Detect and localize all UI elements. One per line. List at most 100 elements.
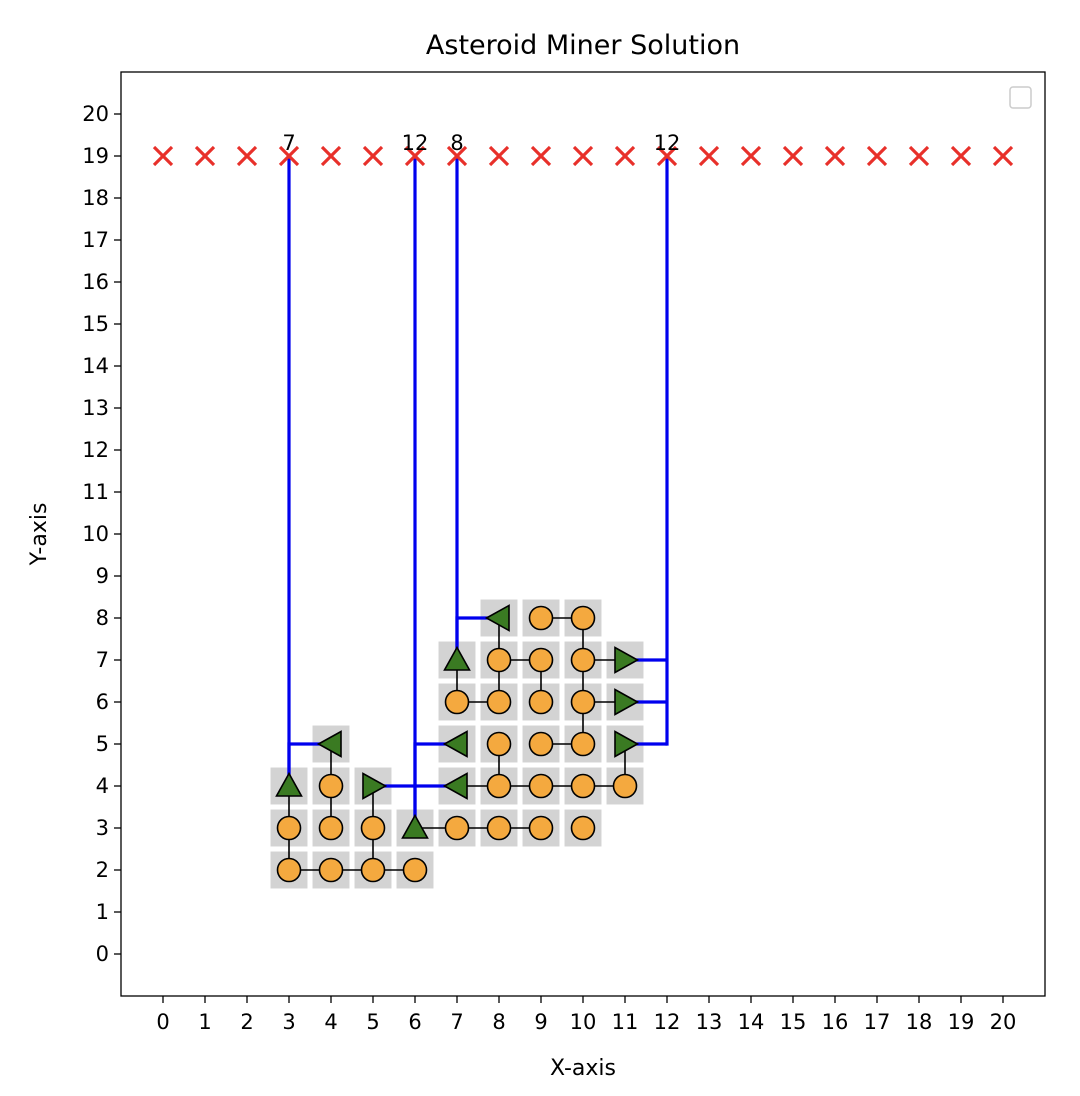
exit-marker [782, 145, 804, 167]
y-tick-label: 3 [96, 816, 109, 840]
exit-marker-stroke [278, 145, 300, 167]
asteroid-point [528, 815, 554, 841]
asteroid-point [528, 773, 554, 799]
asteroid-point [444, 689, 470, 715]
x-tick-label: 10 [570, 1010, 597, 1034]
asteroid-point [570, 605, 596, 631]
asteroid-point [486, 647, 512, 673]
asteroid-point [360, 815, 386, 841]
asteroids-layer [276, 605, 638, 883]
exits-layer [152, 145, 1014, 167]
exit-marker [362, 145, 384, 167]
exit-marker [740, 145, 762, 167]
x-tick-label: 5 [366, 1010, 379, 1034]
miner-triangle [442, 772, 468, 800]
y-tick-label: 15 [82, 312, 109, 336]
asteroid-point [570, 647, 596, 673]
exit-marker [488, 145, 510, 167]
exit-marker [194, 145, 216, 167]
exit-marker [320, 145, 342, 167]
y-tick-label: 9 [96, 564, 109, 588]
y-tick-label: 20 [82, 102, 109, 126]
x-axis-label: X-axis [550, 1056, 616, 1081]
y-tick-label: 12 [82, 438, 109, 462]
y-tick-label: 19 [82, 144, 109, 168]
y-tick-label: 13 [82, 396, 109, 420]
miners-layer [275, 604, 640, 839]
exit-marker [530, 145, 552, 167]
x-tick-label: 0 [156, 1010, 169, 1034]
x-tick-label: 2 [240, 1010, 253, 1034]
x-tick-label: 16 [822, 1010, 849, 1034]
y-tick-label: 7 [96, 648, 109, 672]
exit-marker-stroke [362, 145, 384, 167]
y-tick-label: 0 [96, 942, 109, 966]
x-tick-label: 9 [534, 1010, 547, 1034]
asteroid-point [528, 605, 554, 631]
exit-labels-layer: 7 12 8 12 [282, 131, 680, 155]
miner-triangle [362, 772, 388, 800]
exit-marker-stroke [446, 145, 468, 167]
exit-marker [698, 145, 720, 167]
exit-marker [656, 145, 678, 167]
x-tick-label: 20 [990, 1010, 1017, 1034]
asteroid-point [528, 647, 554, 673]
exit-marker-stroke [950, 145, 972, 167]
paths-layer [287, 154, 669, 830]
exit-marker-stroke [992, 145, 1014, 167]
asteroid-point [570, 773, 596, 799]
asteroid-point [486, 731, 512, 757]
miner-triangle [484, 604, 510, 632]
miner-triangle [614, 730, 640, 758]
exit-marker [446, 145, 468, 167]
x-tick-label: 8 [492, 1010, 505, 1034]
asteroid-point [570, 689, 596, 715]
y-tick-label: 17 [82, 228, 109, 252]
x-ticks-layer: 0 1 2 3 4 5 6 7 8 9 10 11 12 13 14 15 16 17 18 19 20 [156, 996, 1016, 1034]
exit-marker-stroke [614, 145, 636, 167]
x-tick-label: 15 [780, 1010, 807, 1034]
x-tick-label: 1 [198, 1010, 211, 1034]
y-tick-label: 18 [82, 186, 109, 210]
y-tick-label: 2 [96, 858, 109, 882]
exit-marker-stroke [908, 145, 930, 167]
exit-marker-stroke [152, 145, 174, 167]
miner-triangle [275, 771, 303, 797]
legend-box [1009, 86, 1032, 109]
exit-marker [236, 145, 258, 167]
exit-count-label: 12 [402, 131, 429, 155]
y-tick-label: 4 [96, 774, 109, 798]
exit-marker-stroke [782, 145, 804, 167]
exit-marker-stroke [404, 145, 426, 167]
miner-triangle [614, 646, 640, 674]
asteroid-point [486, 689, 512, 715]
miner-triangle [614, 688, 640, 716]
asteroid-point [402, 857, 428, 883]
y-tick-label: 16 [82, 270, 109, 294]
exit-marker-stroke [572, 145, 594, 167]
x-tick-label: 3 [282, 1010, 295, 1034]
asteroid-point [318, 815, 344, 841]
asteroid-point [444, 815, 470, 841]
exit-marker [908, 145, 930, 167]
miner-triangle [443, 645, 471, 671]
exit-count-label: 7 [282, 131, 295, 155]
chart-title: Asteroid Miner Solution [426, 30, 740, 61]
exit-marker-stroke [194, 145, 216, 167]
x-tick-label: 17 [864, 1010, 891, 1034]
exit-marker [992, 145, 1014, 167]
x-tick-label: 4 [324, 1010, 337, 1034]
y-tick-label: 5 [96, 732, 109, 756]
exit-marker [404, 145, 426, 167]
asteroid-point [486, 773, 512, 799]
exit-marker-stroke [656, 145, 678, 167]
y-tick-label: 14 [82, 354, 109, 378]
x-tick-label: 14 [738, 1010, 765, 1034]
exit-marker [278, 145, 300, 167]
x-tick-label: 6 [408, 1010, 421, 1034]
exit-marker-stroke [320, 145, 342, 167]
asteroid-point [528, 731, 554, 757]
exit-marker-stroke [488, 145, 510, 167]
